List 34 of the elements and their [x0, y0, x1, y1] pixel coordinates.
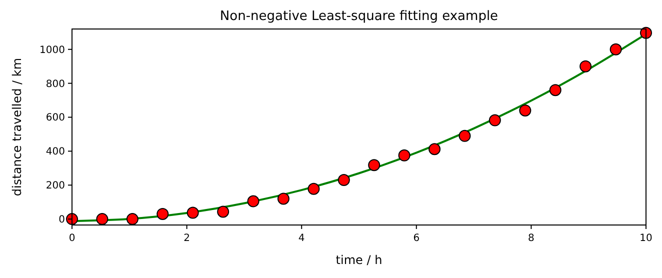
point — [580, 60, 592, 72]
x-tick-label: 10 — [640, 233, 652, 244]
y-tick-label: 800 — [46, 78, 65, 90]
point — [186, 206, 199, 219]
chart-title: Non-negative Least-square fitting example — [220, 9, 498, 24]
point — [156, 208, 169, 220]
point — [126, 213, 138, 226]
y-tick-label: 0 — [58, 214, 65, 226]
point — [368, 159, 380, 172]
point — [66, 213, 78, 226]
point — [277, 192, 290, 205]
point — [247, 195, 260, 208]
x-axis-title: time / h — [336, 253, 382, 267]
point — [610, 43, 622, 56]
point — [519, 104, 532, 116]
point — [488, 114, 501, 126]
y-tick-label: 600 — [46, 112, 65, 124]
point — [428, 143, 441, 156]
y-tick-label: 400 — [46, 146, 65, 158]
y-tick-label: 200 — [46, 180, 65, 192]
x-tick-label: 4 — [298, 233, 305, 244]
point — [96, 213, 108, 226]
y-axis-title: distance travelled / km — [10, 58, 24, 196]
point — [398, 149, 410, 162]
x-tick-label: 2 — [184, 233, 190, 244]
point — [458, 130, 471, 142]
y-tick-label: 1000 — [40, 44, 65, 56]
point — [338, 174, 350, 186]
x-tick-label: 6 — [413, 233, 420, 244]
point — [308, 182, 320, 195]
x-tick-label: 8 — [528, 233, 534, 244]
point — [549, 84, 562, 96]
x-tick-label: 0 — [68, 233, 76, 244]
point — [217, 206, 230, 218]
